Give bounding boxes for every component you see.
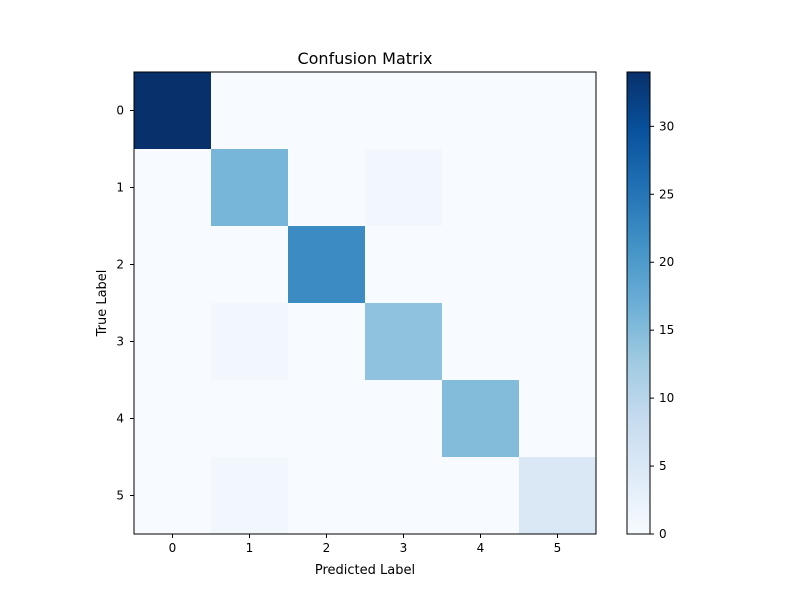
colorbar-tick-label: 30 [659,119,674,133]
colorbar-tick-label: 15 [659,323,674,337]
heatmap-cell-0-0 [134,72,212,150]
colorbar-tick-label: 25 [659,187,674,201]
heatmap-cell-5-3 [365,457,443,535]
heatmap-cell-2-5 [519,226,597,304]
x-tick-label: 4 [477,541,485,555]
heatmap-cell-2-0 [134,226,212,304]
heatmap-cell-3-4 [442,303,520,381]
heatmap-cell-0-2 [288,72,366,150]
x-tick-label: 2 [323,541,331,555]
colorbar-tick-label: 10 [659,391,674,405]
plot-frame [133,71,597,535]
x-axis-ticks: 0 1 2 3 4 5 [169,534,562,555]
heatmap-cell-5-4 [442,457,520,535]
colorbar [626,71,651,535]
heatmap-cell-1-0 [134,149,212,227]
heatmap-cell-3-2 [288,303,366,381]
colorbar-tick-label: 20 [659,255,674,269]
heatmap-cell-1-5 [519,149,597,227]
x-tick-label: 1 [246,541,254,555]
heatmap-cell-5-0 [134,457,212,535]
heatmap-cell-3-1 [211,303,289,381]
x-tick-label: 5 [554,541,562,555]
heatmap-cell-2-3 [365,226,443,304]
y-axis-label: True Label [95,270,110,338]
y-tick-label: 5 [116,489,124,503]
heatmap-cell-0-1 [211,72,289,150]
heatmap-cell-3-3 [365,303,443,381]
x-tick-label: 3 [400,541,408,555]
heatmap-cell-4-1 [211,380,289,458]
heatmap-cell-1-1 [211,149,289,227]
heatmap-cell-5-5 [519,457,597,535]
heatmap-cell-3-5 [519,303,597,381]
y-tick-label: 4 [116,412,124,426]
colorbar-tick-label: 5 [659,459,667,473]
x-axis-label: Predicted Label [315,563,415,578]
heatmap-cell-0-5 [519,72,597,150]
colorbar-ticks: 0 5 10 15 20 25 30 [650,119,674,541]
heatmap-cell-4-4 [442,380,520,458]
y-tick-label: 3 [116,335,124,349]
heatmap-cell-1-2 [288,149,366,227]
heatmap-cell-0-4 [442,72,520,150]
heatmap-cell-5-1 [211,457,289,535]
x-tick-label: 0 [169,541,177,555]
heatmap-cell-4-5 [519,380,597,458]
heatmap-cell-5-2 [288,457,366,535]
heatmap-cell-2-1 [211,226,289,304]
y-tick-label: 0 [116,104,124,118]
heatmap-cell-2-2 [288,226,366,304]
heatmap-cell-2-4 [442,226,520,304]
heatmap-cell-4-2 [288,380,366,458]
colorbar-tick-label: 0 [659,527,667,541]
heatmap-cell-0-3 [365,72,443,150]
y-axis-ticks: 0 1 2 3 4 5 [116,104,134,503]
heatmap-cells [134,72,597,535]
heatmap-cell-4-3 [365,380,443,458]
heatmap-cell-4-0 [134,380,212,458]
heatmap-cell-1-4 [442,149,520,227]
y-tick-label: 2 [116,258,124,272]
heatmap-cell-1-3 [365,149,443,227]
chart-title: Confusion Matrix [297,49,432,68]
heatmap-cell-3-0 [134,303,212,381]
y-tick-label: 1 [116,181,124,195]
